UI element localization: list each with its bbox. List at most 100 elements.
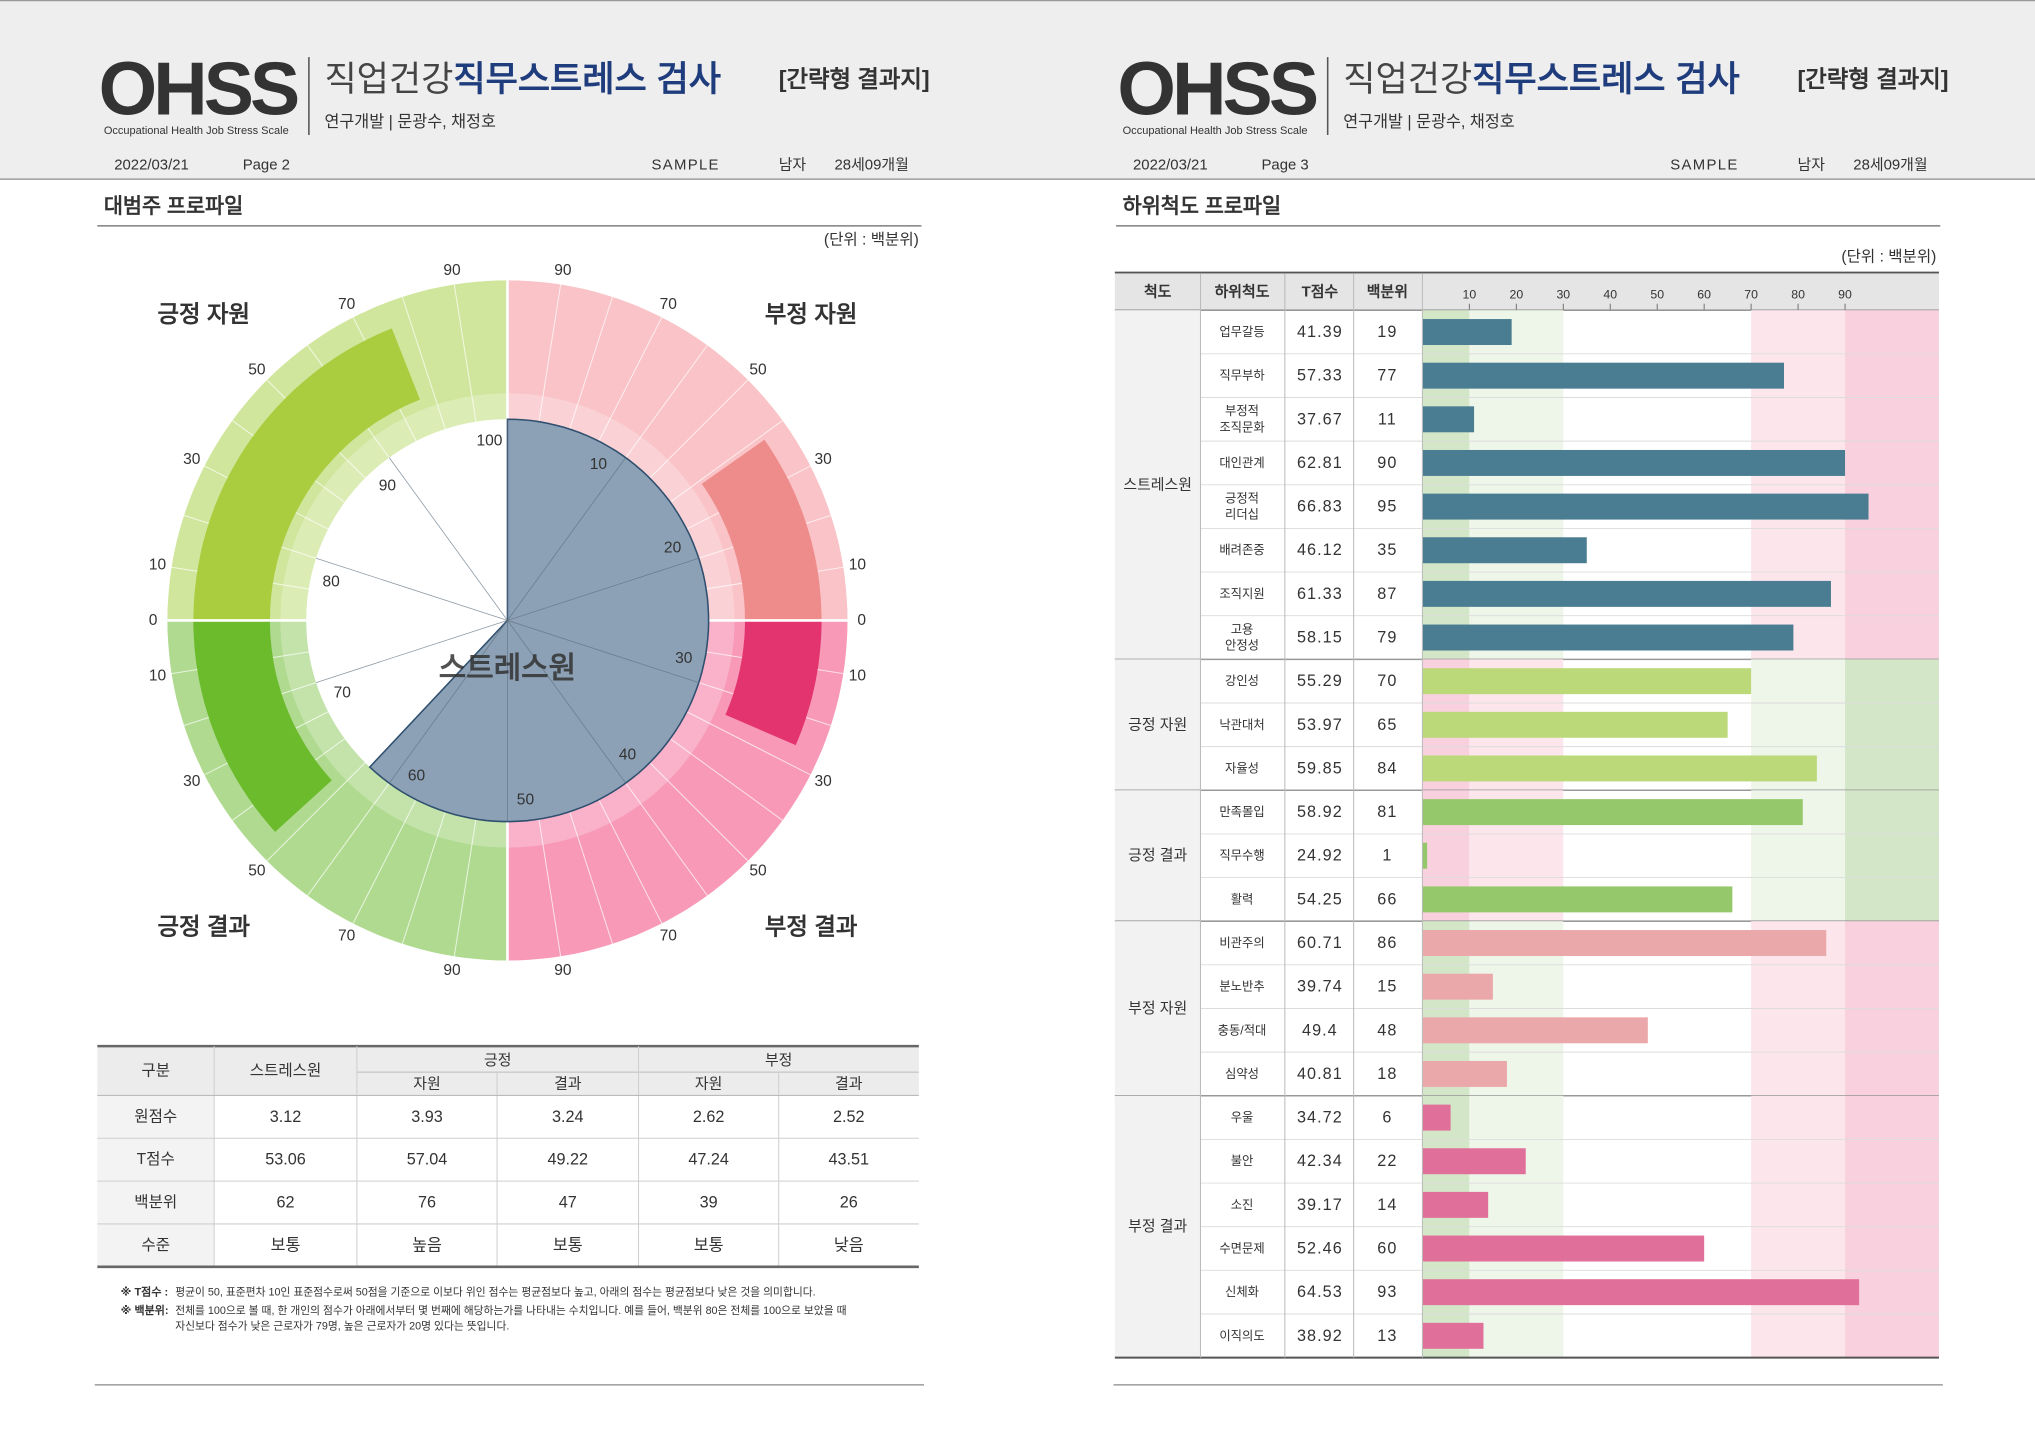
table-cell: 53.06 — [265, 1151, 306, 1169]
bar — [1422, 537, 1587, 564]
logo-subtitle: Occupational Health Job Stress Scale — [104, 125, 289, 137]
percentile: 93 — [1377, 1283, 1397, 1301]
title: 직업건강직무스트레스 검사 — [1343, 60, 1739, 99]
t-score: 39.74 — [1297, 978, 1343, 996]
bar — [1422, 493, 1869, 520]
t-score: 54.25 — [1297, 890, 1343, 908]
center-sector — [368, 418, 710, 823]
t-score: 39.17 — [1297, 1196, 1343, 1214]
ring-tick-label: 90 — [554, 962, 572, 979]
badge: [간략형 결과지] — [1797, 66, 1948, 92]
percentile: 90 — [1377, 454, 1397, 472]
ring-tick-label: 90 — [443, 962, 461, 979]
logo: OHSS — [99, 46, 298, 130]
group-cell — [1114, 790, 1201, 922]
table-cell: 3.12 — [270, 1108, 302, 1126]
table-cell: 39 — [700, 1194, 718, 1212]
table-cell: 2.52 — [833, 1108, 865, 1126]
ring-inner-band — [280, 393, 508, 621]
ring-inner-band — [280, 620, 508, 848]
ring-bar — [193, 620, 332, 832]
ring-grid-line — [453, 819, 477, 957]
subscale-name: 업무갈등 — [1219, 325, 1264, 339]
table-cell: 높음 — [412, 1236, 442, 1254]
t-score: 41.39 — [1297, 323, 1343, 341]
group-label: 부정 자원 — [1128, 1000, 1187, 1017]
percentile: 15 — [1377, 978, 1397, 996]
ring-tick-label: 50 — [749, 862, 767, 879]
subscale-name: 이직의도 — [1219, 1329, 1264, 1343]
t-score: 64.53 — [1297, 1283, 1343, 1301]
subscale-name: 소진 — [1231, 1198, 1254, 1212]
table-cell: 낮음 — [834, 1236, 864, 1254]
x-tick-label: 40 — [1603, 288, 1617, 302]
bar — [1422, 886, 1733, 913]
x-tick-label: 30 — [1556, 288, 1570, 302]
title-light: 직업건강 — [1343, 60, 1472, 99]
table-header-bg — [97, 1046, 919, 1096]
center-tick-label: 70 — [334, 685, 352, 702]
percentile: 60 — [1377, 1240, 1397, 1258]
ring-grid-line — [686, 711, 811, 776]
note-text: 자신보다 점수가 낮은 근로자가 79명, 높은 근로자가 20명 있다는 뜻입… — [175, 1319, 509, 1332]
center-tick-label: 20 — [664, 539, 682, 556]
table-cell: 47.24 — [688, 1151, 729, 1169]
page-number: Page 3 — [1261, 156, 1308, 173]
ring-tick-label: 10 — [849, 556, 867, 573]
bar — [1422, 449, 1846, 476]
ring-bar — [193, 328, 420, 621]
ring-grid-line — [352, 799, 417, 924]
percentile: 79 — [1377, 629, 1397, 647]
ring-tick-label: 30 — [814, 451, 832, 468]
t-score: 60.71 — [1297, 934, 1343, 952]
percentile: 1 — [1382, 847, 1392, 865]
x-tick-label: 10 — [1463, 288, 1477, 302]
t-score: 66.83 — [1297, 498, 1343, 516]
band — [1845, 659, 1939, 791]
center-tick-label: 40 — [619, 747, 637, 764]
subscale-name: 분노반추 — [1219, 980, 1264, 994]
quadrant-label: 부정 자원 — [765, 301, 857, 327]
ring-tick-label: 30 — [814, 773, 832, 790]
subscale-name: 활력 — [1231, 892, 1254, 906]
subscale-name: 불안 — [1231, 1154, 1254, 1168]
table-cell: 2.62 — [693, 1108, 725, 1126]
ring-grid-line — [649, 379, 749, 479]
x-tick-label: 20 — [1509, 288, 1523, 302]
table-subheader: 자원 — [695, 1075, 722, 1092]
x-tick-label: 90 — [1838, 288, 1852, 302]
column-header: 하위척도 — [1215, 284, 1270, 301]
x-tick-label: 60 — [1697, 288, 1711, 302]
percentile: 13 — [1377, 1327, 1397, 1345]
percentile: 86 — [1377, 934, 1397, 952]
subscale-name: 긍정적 — [1225, 491, 1259, 505]
bar — [1422, 1235, 1705, 1262]
center-grid-line — [316, 557, 508, 621]
t-score: 58.92 — [1297, 803, 1343, 821]
center-tick-label: 60 — [408, 768, 426, 785]
ring-tick-label: 50 — [248, 361, 266, 378]
column-header: T점수 — [1302, 283, 1339, 301]
percentile: 77 — [1377, 367, 1397, 385]
table-cell: 76 — [418, 1194, 436, 1212]
center-grid-line — [316, 620, 508, 683]
ring-grid-line — [569, 811, 614, 944]
credit: 연구개발 | 문광수, 채정호 — [324, 113, 496, 131]
ring-tick-label: 70 — [660, 296, 678, 313]
ring-grid-line — [625, 782, 708, 896]
bar — [1422, 1148, 1526, 1175]
percentile: 6 — [1382, 1109, 1392, 1127]
t-score: 46.12 — [1297, 541, 1343, 559]
table-group-header: 부정 — [765, 1052, 792, 1069]
group-label: 부정 결과 — [1128, 1218, 1187, 1235]
t-score: 38.92 — [1297, 1327, 1343, 1345]
t-score: 37.67 — [1297, 410, 1343, 428]
ring-grid-line — [307, 782, 390, 896]
center-tick-label: 50 — [517, 791, 535, 808]
center-grid-line — [388, 620, 508, 784]
table-group-header: 긍정 — [484, 1052, 511, 1069]
center-tick-label: 80 — [323, 574, 341, 591]
ring-bar — [725, 620, 822, 746]
